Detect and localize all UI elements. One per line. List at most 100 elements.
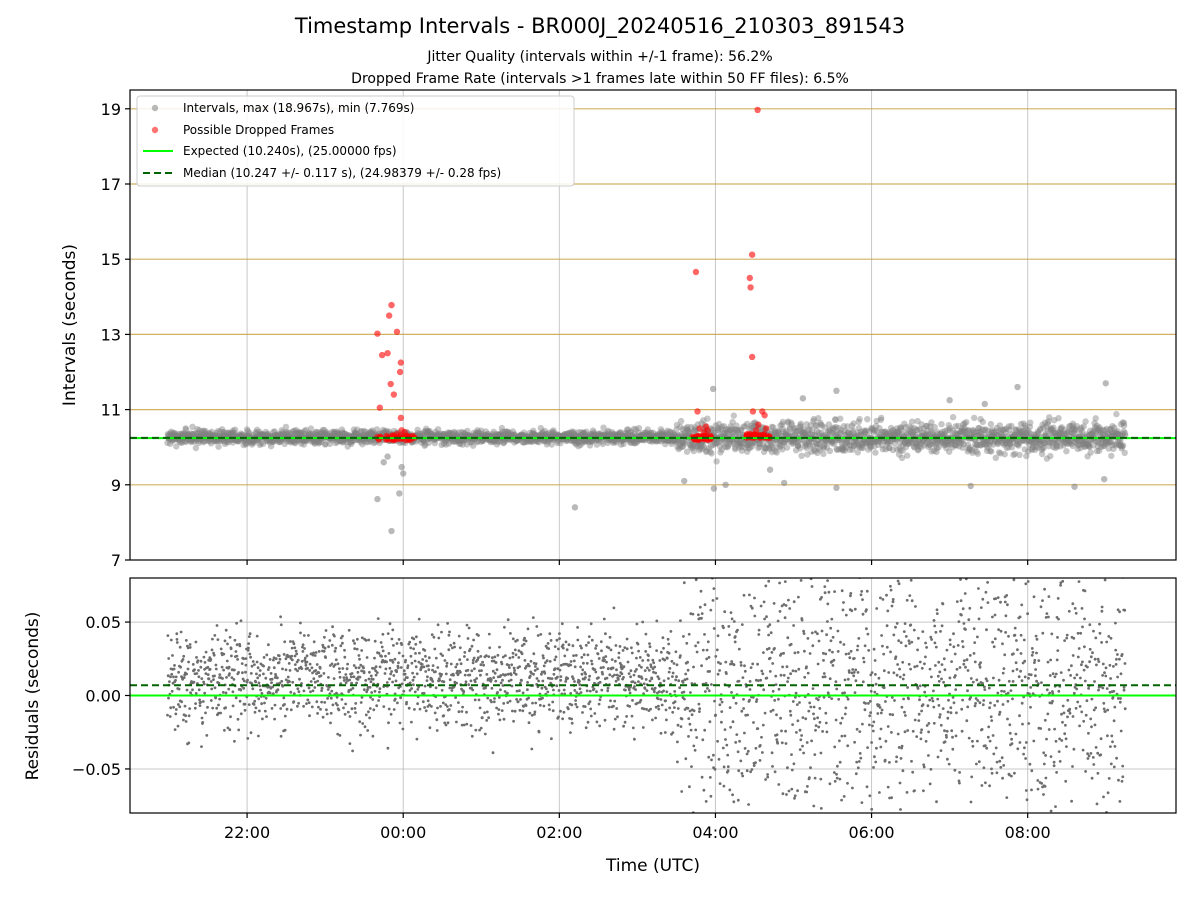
dropped-frame-point (390, 391, 398, 398)
residual-point (421, 658, 425, 661)
residual-point (391, 680, 394, 684)
interval-point (464, 427, 471, 435)
interval-outlier-point (780, 479, 788, 487)
interval-point (563, 431, 570, 438)
residual-point (330, 662, 334, 666)
residual-point (646, 666, 649, 670)
residual-point (630, 651, 634, 655)
residual-point (580, 672, 584, 676)
interval-point (258, 431, 265, 439)
interval-point (262, 428, 269, 436)
residual-point (770, 751, 774, 755)
residual-point (276, 688, 280, 692)
residual-point (168, 715, 172, 718)
interval-point (339, 439, 346, 446)
residual-point (533, 710, 537, 714)
interval-point (442, 441, 450, 448)
residual-point (550, 677, 554, 680)
residual-point (653, 665, 657, 669)
interval-point (588, 437, 596, 445)
residual-point (602, 617, 606, 621)
interval-point (351, 431, 358, 438)
residual-point (771, 662, 775, 665)
residual-point (296, 658, 300, 662)
interval-point (497, 430, 505, 437)
residual-point (357, 654, 361, 657)
interval-point (276, 438, 283, 446)
residual-point (540, 686, 544, 690)
residual-point (615, 668, 618, 672)
residual-point (700, 664, 703, 668)
interval-point (306, 431, 313, 438)
residual-point (235, 621, 239, 625)
residual-point (653, 690, 656, 694)
interval-point (277, 438, 284, 445)
residual-point (444, 672, 448, 676)
residual-point (236, 658, 240, 661)
residual-point (624, 688, 627, 692)
interval-point (613, 431, 620, 439)
residual-point (467, 626, 471, 630)
residual-point (195, 672, 199, 675)
residual-point (402, 669, 406, 673)
residual-point (427, 656, 431, 660)
interval-point (339, 429, 346, 436)
residual-point (258, 684, 262, 688)
residual-point (504, 654, 507, 657)
residual-point (763, 570, 766, 573)
residual-point (684, 757, 688, 761)
interval-point (473, 432, 480, 439)
residual-point (231, 704, 235, 708)
residual-point (438, 679, 441, 682)
interval-point (178, 430, 186, 437)
interval-point (365, 432, 373, 439)
interval-point (414, 426, 421, 433)
top-y-tick-label: 11 (101, 401, 121, 420)
interval-outlier-point (1100, 475, 1108, 483)
interval-point (540, 437, 547, 444)
residual-point (732, 663, 736, 667)
residual-point (508, 656, 512, 660)
residual-point (773, 770, 777, 774)
residual-point (676, 760, 679, 764)
residual-point (175, 632, 179, 636)
residual-point (557, 689, 561, 692)
interval-point (202, 430, 210, 438)
interval-point (580, 429, 587, 436)
residual-point (601, 672, 604, 676)
residual-point (614, 679, 618, 683)
interval-point (590, 429, 598, 436)
residual-point (671, 675, 674, 678)
residual-point (558, 668, 562, 672)
residual-point (167, 657, 171, 660)
interval-point (362, 431, 369, 438)
residual-point (452, 641, 456, 645)
residual-point (726, 574, 729, 577)
interval-point (538, 431, 545, 438)
residual-point (676, 723, 680, 727)
interval-point (664, 427, 671, 434)
interval-point (322, 430, 329, 437)
residual-point (246, 678, 249, 682)
interval-point (653, 437, 660, 444)
interval-point (615, 430, 622, 437)
residual-point (334, 646, 338, 650)
residual-point (485, 673, 489, 676)
interval-point (319, 426, 326, 434)
residual-point (655, 619, 659, 623)
residual-point (353, 707, 357, 710)
residual-point (185, 688, 189, 692)
interval-point (1055, 415, 1062, 422)
residual-point (764, 584, 768, 588)
interval-point (609, 429, 616, 436)
interval-point (715, 420, 723, 428)
interval-point (164, 430, 172, 438)
interval-point (254, 426, 261, 433)
interval-point (318, 429, 325, 437)
residual-point (299, 631, 302, 635)
residual-point (401, 654, 405, 658)
residual-point (634, 688, 637, 691)
interval-point (477, 438, 484, 445)
interval-point (335, 430, 342, 437)
